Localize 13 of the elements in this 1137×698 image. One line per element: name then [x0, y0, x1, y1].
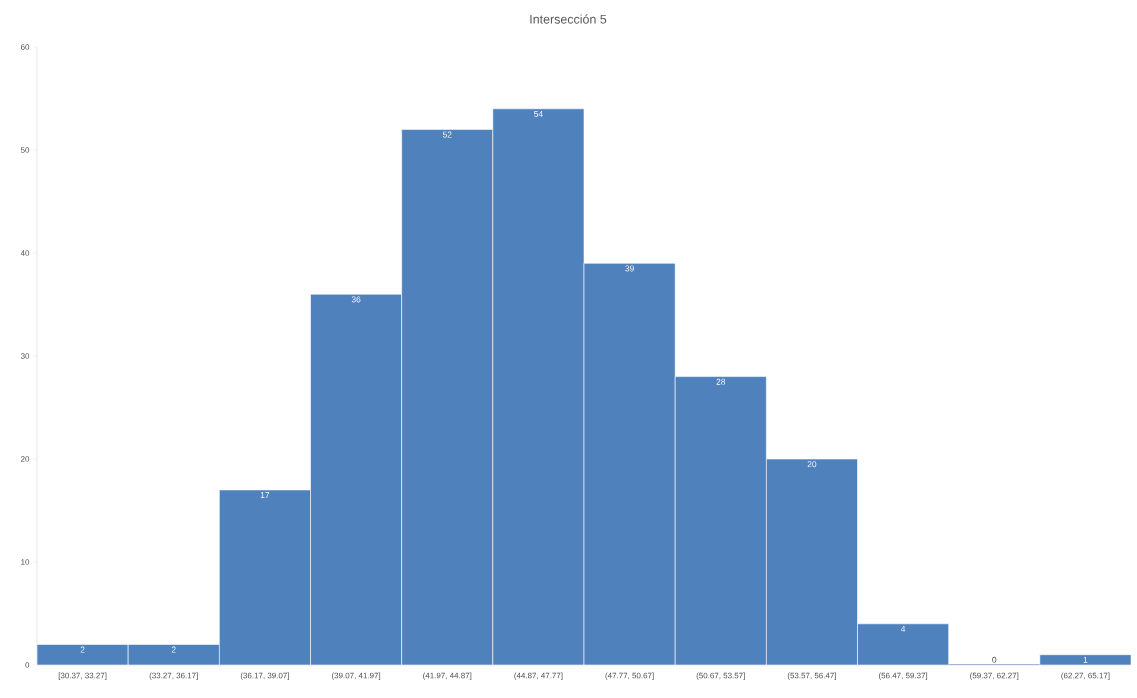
data-label: 4 [900, 625, 906, 632]
data-label: 39 [625, 265, 634, 272]
data-label: 2 [80, 646, 85, 653]
data-label: 54 [534, 110, 543, 117]
data-label: 28 [716, 378, 726, 385]
chart-title: Intersección 5 [530, 14, 607, 24]
data-label: 0 [992, 656, 997, 663]
data-label: 36 [351, 296, 361, 303]
data-label: 52 [442, 131, 452, 138]
data-label: 2 [171, 646, 176, 653]
data-label: 20 [807, 461, 817, 468]
data-label: 1 [1083, 656, 1088, 663]
data-label: 17 [260, 492, 270, 498]
